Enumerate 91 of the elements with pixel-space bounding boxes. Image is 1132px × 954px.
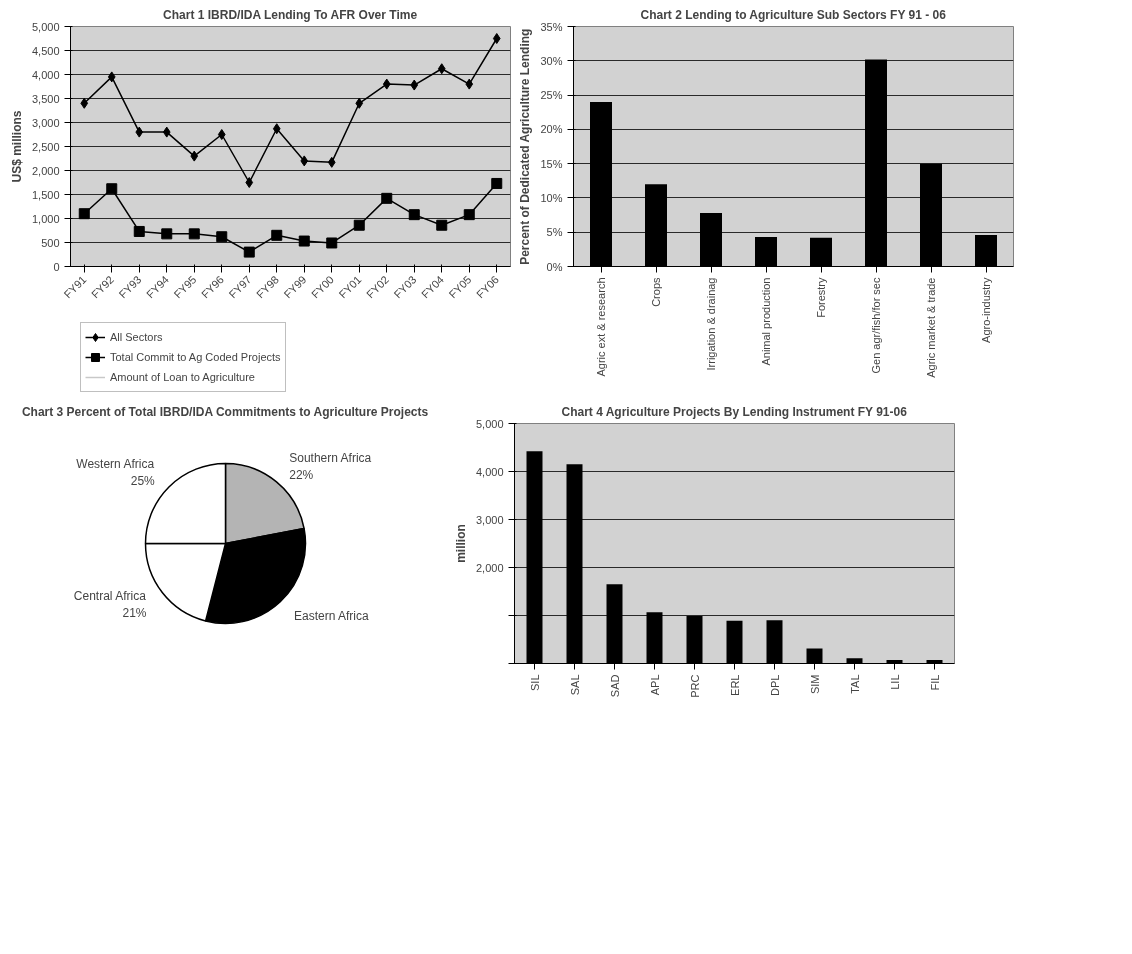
- point: [245, 177, 254, 188]
- data-label: 22%: [289, 467, 314, 482]
- x-tick-label: TAL: [848, 674, 861, 694]
- slice-label: Eastern Africa: [293, 609, 369, 624]
- chart-title: Chart 3 Percent of Total IBRD/IDA Commitments to Agriculture Projects: [21, 404, 429, 419]
- point: [382, 78, 391, 90]
- y-tick-label: 25%: [540, 89, 563, 102]
- x-tick-label: Irrigation & drainag: [705, 277, 717, 371]
- point: [106, 183, 118, 195]
- y-axis-title: US$ millions: [9, 110, 24, 183]
- x-tick-label: ERL: [728, 674, 741, 696]
- point: [355, 97, 364, 109]
- y-tick-label: 0%: [546, 260, 563, 273]
- x-tick-label: SAD: [608, 674, 621, 698]
- y-tick-label: 5%: [546, 226, 563, 239]
- x-tick-label: Gen agr/fish/for sec: [870, 277, 882, 374]
- legend-label: Total Commit to Ag Coded Projects: [110, 351, 281, 363]
- y-tick-label: 2,000: [475, 561, 504, 574]
- point: [161, 228, 173, 240]
- point: [408, 209, 420, 221]
- y-tick-label: 4,500: [31, 44, 60, 57]
- point: [271, 229, 283, 241]
- y-tick-label: 1,000: [31, 212, 60, 225]
- point: [133, 225, 145, 237]
- y-tick-label: 10%: [540, 191, 563, 204]
- point: [381, 192, 393, 204]
- point: [300, 155, 309, 167]
- x-tick-label: Forestry: [815, 277, 827, 318]
- x-tick-label: Animal production: [760, 277, 772, 366]
- x-tick-label: FIL: [928, 674, 941, 691]
- legend-label: All Sectors: [110, 331, 163, 343]
- y-tick-label: 4,000: [475, 465, 504, 478]
- point: [410, 79, 419, 91]
- y-axis-title: Percent of Dedicated Agriculture Lending: [518, 28, 533, 265]
- x-tick-label: DPL: [768, 674, 781, 696]
- y-tick-label: 3,000: [475, 513, 504, 526]
- x-tick-label: Crops: [650, 277, 662, 307]
- point: [80, 97, 89, 109]
- y-axis-title: million: [453, 524, 468, 563]
- slice-label: Central Africa: [73, 589, 147, 604]
- x-tick-label: SAL: [568, 674, 581, 696]
- x-tick-label: SIM: [808, 674, 821, 695]
- point: [216, 231, 228, 243]
- point: [326, 237, 338, 249]
- y-tick-label: 15%: [540, 157, 563, 170]
- x-tick-label: SIL: [528, 674, 541, 692]
- point: [437, 63, 446, 75]
- y-tick-label: 2,000: [31, 164, 60, 177]
- point: [190, 150, 199, 162]
- point: [243, 246, 255, 258]
- point: [107, 71, 116, 83]
- x-tick-label: LIL: [888, 674, 901, 690]
- point: [272, 123, 281, 135]
- data-label: 25%: [130, 474, 156, 489]
- slice-label: Southern Africa: [289, 451, 372, 466]
- y-tick-label: 2,500: [31, 140, 60, 153]
- x-tick-label: APL: [648, 674, 661, 696]
- point: [465, 78, 474, 90]
- y-tick-label: 5,000: [475, 417, 504, 430]
- x-tick-label: PRC: [688, 674, 701, 698]
- y-tick-label: 0: [53, 260, 60, 273]
- point: [162, 126, 171, 138]
- y-tick-label: 5,000: [31, 20, 60, 33]
- chart-title: Chart 2 Lending to Agriculture Sub Sectors FY 91 - 06: [640, 7, 947, 22]
- x-tick-label: Agric market & trade: [925, 277, 937, 378]
- y-tick-label: 4,000: [31, 68, 60, 81]
- x-tick-label: Agric ext & research: [595, 277, 607, 377]
- y-tick-label: 35%: [540, 20, 563, 33]
- y-tick-label: 3,000: [31, 116, 60, 129]
- point: [491, 177, 503, 189]
- point: [463, 209, 475, 221]
- point: [436, 219, 448, 231]
- point: [135, 126, 144, 138]
- data-label: 21%: [122, 606, 147, 621]
- point: [353, 219, 365, 231]
- y-tick-label: 1,500: [31, 188, 60, 201]
- point: [78, 208, 90, 220]
- point: [327, 156, 336, 168]
- point: [217, 129, 226, 140]
- slice-label: Western Africa: [76, 457, 155, 472]
- point: [298, 235, 310, 247]
- y-tick-label: 500: [41, 236, 60, 249]
- y-tick-label: 3,500: [31, 92, 60, 105]
- y-tick-label: 20%: [540, 123, 563, 136]
- legend-label: Amount of Loan to Agriculture: [110, 371, 255, 383]
- chart-title: Chart 1 IBRD/IDA Lending To AFR Over Time: [163, 7, 418, 22]
- chart-title: Chart 4 Agriculture Projects By Lending Instrument FY 91-06: [561, 404, 908, 419]
- point: [492, 33, 501, 44]
- y-tick-label: 30%: [540, 54, 563, 67]
- point: [188, 228, 200, 240]
- x-tick-label: Agro-industry: [980, 277, 992, 343]
